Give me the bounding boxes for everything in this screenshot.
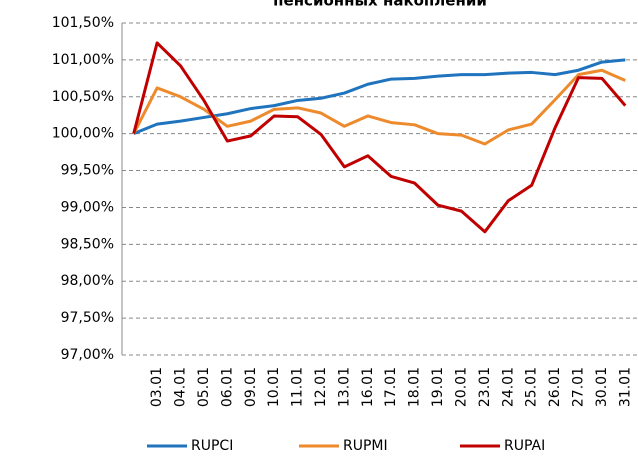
x-tick-label: 24.01 bbox=[500, 367, 516, 407]
x-tick-label: 23.01 bbox=[477, 367, 493, 407]
x-tick-label: 19.01 bbox=[430, 367, 446, 407]
x-tick-label: 16.01 bbox=[360, 367, 376, 407]
y-tick-label: 97,00% bbox=[61, 347, 114, 363]
x-tick-label: 09.01 bbox=[243, 367, 259, 407]
series-line bbox=[133, 58, 626, 136]
y-tick-label: 99,00% bbox=[61, 199, 114, 215]
y-tick-label: 100,50% bbox=[52, 89, 114, 105]
x-tick-label: 31.01 bbox=[617, 367, 633, 407]
x-tick-label: 12.01 bbox=[313, 367, 329, 407]
x-tick-label: 18.01 bbox=[407, 367, 423, 407]
x-tick-label: 27.01 bbox=[570, 367, 586, 407]
x-tick-label: 11.01 bbox=[290, 367, 306, 407]
y-tick-label: 98,50% bbox=[61, 236, 114, 252]
legend-label: RUPAI bbox=[504, 438, 545, 454]
y-tick-label: 99,50% bbox=[61, 163, 114, 179]
y-tick-label: 98,00% bbox=[61, 273, 114, 289]
x-tick-label: 13.01 bbox=[336, 367, 352, 407]
x-tick-label: 10.01 bbox=[266, 367, 282, 407]
x-tick-label: 05.01 bbox=[196, 367, 212, 407]
x-tick-label: 25.01 bbox=[524, 367, 540, 407]
x-tick-label: 03.01 bbox=[149, 367, 165, 407]
legend-label: RUPCI bbox=[191, 438, 233, 454]
y-tick-label: 101,50% bbox=[52, 15, 114, 31]
x-tick-label: 20.01 bbox=[453, 367, 469, 407]
y-tick-label: 97,50% bbox=[61, 310, 114, 326]
x-tick-label: 04.01 bbox=[173, 367, 189, 407]
x-tick-label: 26.01 bbox=[547, 367, 563, 407]
y-tick-label: 100,00% bbox=[52, 126, 114, 142]
x-tick-label: 06.01 bbox=[219, 367, 235, 407]
legend-label: RUPMI bbox=[343, 438, 388, 454]
y-tick-label: 101,00% bbox=[52, 52, 114, 68]
x-tick-label: 30.01 bbox=[594, 367, 610, 407]
series-line bbox=[132, 41, 627, 234]
chart-title: пенсионных накоплений bbox=[273, 0, 487, 10]
x-tick-label: 17.01 bbox=[383, 367, 399, 407]
